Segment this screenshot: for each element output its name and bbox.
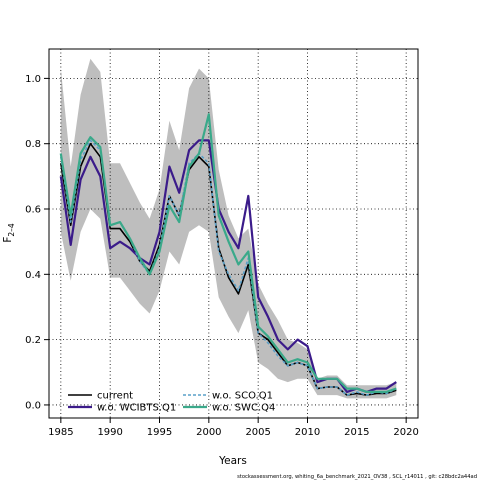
series-layer (59, 113, 397, 396)
legend-label-w-o-swc-q4: w.o. SWC.Q4 (212, 403, 275, 414)
y-tick-label: 0.8 (25, 139, 41, 150)
y-tick-label: 0.6 (25, 205, 41, 216)
x-axis-label: Years (218, 455, 247, 467)
footer-note: stockassessment.org, whiting_6a_benchmar… (237, 474, 477, 480)
x-tick-label: 1995 (147, 427, 172, 438)
y-tick-label: 0.2 (25, 335, 41, 346)
y-axis-label: F2–4 (2, 223, 16, 243)
x-tick-label: 2005 (245, 427, 270, 438)
x-axis: 1985 1990 1995 2000 2005 2010 2015 2020 (48, 418, 419, 438)
confidence-band (60, 58, 397, 399)
x-tick-label: 1985 (48, 427, 73, 438)
legend-label-current: current (97, 391, 133, 402)
x-tick-label: 2015 (344, 427, 369, 438)
y-axis-label-subscript: 2–4 (7, 223, 16, 237)
legend-label-w-o-sco-q1: w.o. SCO.Q1 (212, 391, 273, 402)
legend-label-w-o-wcibts-q1: w.o. WCIBTS.Q1 (97, 403, 176, 414)
x-tick-label: 2000 (196, 427, 221, 438)
x-tick-label: 2010 (295, 427, 320, 438)
y-tick-label: 0.4 (25, 270, 41, 281)
y-axis-label-main: F (2, 237, 14, 243)
x-tick-label: 2020 (393, 427, 418, 438)
series-line-w-o-swc-q4 (59, 113, 397, 393)
confidence-band-layer (60, 58, 397, 399)
y-tick-label: 1.0 (25, 74, 41, 85)
plot-frame (48, 48, 419, 419)
x-tick-label: 1990 (97, 427, 122, 438)
y-tick-label: 0.0 (25, 400, 41, 411)
y-axis: 0.0 0.2 0.4 0.6 0.8 1.0 (25, 74, 49, 411)
